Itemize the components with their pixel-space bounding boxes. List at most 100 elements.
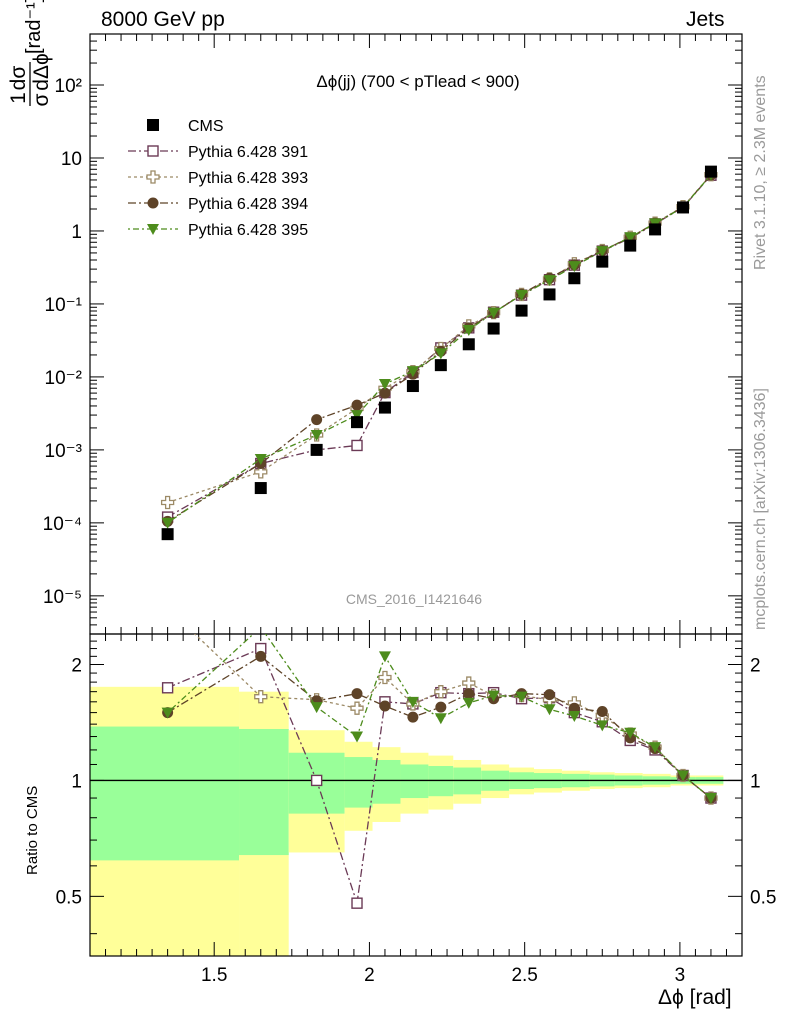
pythia-391-ratio-point <box>161 682 174 694</box>
pythia-395-point <box>543 275 556 287</box>
pythia-393-ratio-point <box>350 701 364 715</box>
legend-marker <box>147 197 159 209</box>
pythia-395-ratio-point <box>487 690 500 702</box>
pythia-395-ratio-point <box>434 713 447 725</box>
uncertainty-band-inner <box>428 766 454 797</box>
y-tick-label: 10⁻⁴ <box>43 514 82 535</box>
pythia-394-ratio-point <box>379 700 391 712</box>
cms-point <box>462 338 475 351</box>
pythia-393-point <box>254 465 268 479</box>
ratio-y-axis-label: Ratio to CMS <box>24 785 41 875</box>
pythia-394-ratio-point <box>596 705 608 717</box>
pythia-395-point <box>351 410 364 422</box>
pythia-395-ratio-line <box>167 634 712 799</box>
process-label: Jets <box>686 8 725 31</box>
pythia-395-line <box>167 174 712 524</box>
ratio-y-tick-label-right: 0.5 <box>750 887 776 908</box>
pythia-395-point <box>434 348 447 360</box>
x-tick-label: 2.5 <box>511 965 537 986</box>
cms-point <box>543 288 556 301</box>
ratio-y-tick-label-right: 1 <box>750 771 761 792</box>
cms-point <box>254 482 267 495</box>
cms-point <box>161 528 174 541</box>
pythia-393-ratio-point <box>434 685 448 699</box>
y-tick-label: 10⁻⁵ <box>43 587 82 608</box>
cms-point <box>487 322 500 335</box>
ratio-y-tick-label: 0.5 <box>56 887 82 908</box>
pythia-395-ratio-point <box>704 793 717 805</box>
pythia-395-point <box>254 454 267 466</box>
y-tick-label: 10² <box>55 76 82 97</box>
pythia-395-point <box>487 307 500 319</box>
pythia-391-ratio-point <box>310 774 323 787</box>
cms-point <box>310 443 323 456</box>
legend-label: Pythia 6.428 395 <box>188 222 308 239</box>
ylabel-unit: [rad⁻¹] <box>23 0 45 54</box>
cms-point <box>649 223 662 236</box>
pythia-395-point <box>462 324 475 336</box>
x-axis-label: Δϕ [rad] <box>658 986 732 1009</box>
pythia-395-ratio-point <box>378 651 391 663</box>
legend-label: Pythia 6.428 394 <box>188 196 308 213</box>
pythia-395-ratio-point <box>624 727 637 739</box>
cms-point <box>434 359 447 372</box>
ylabel-denominator: dΔϕ <box>30 53 53 90</box>
mcplots-label: mcplots.cern.ch [arXiv:1306.3436] <box>752 388 769 630</box>
pythia-394-ratio-point <box>568 702 580 714</box>
uncertainty-band-inner <box>90 726 240 861</box>
pythia-393-ratio-point <box>462 676 476 690</box>
pythia-393-ratio-point <box>162 602 174 614</box>
ratio-data <box>161 602 718 909</box>
ratio-y-tick-label: 2 <box>71 655 82 676</box>
y-tick-label: 10 <box>61 149 82 170</box>
pythia-395-point <box>310 429 323 441</box>
legend-label: CMS <box>188 118 224 135</box>
watermark: CMS_2016_I1421646 <box>346 591 482 607</box>
legend: CMS Pythia 6.428 391 Pythia 6.428 393 Pythi… <box>128 118 308 239</box>
cms-point <box>704 165 717 178</box>
plot-title: Δϕ(jj) (700 < pTlead < 900) <box>316 72 519 91</box>
pythia-395-ratio-point <box>596 720 609 732</box>
pythia-394-ratio-line <box>167 655 712 799</box>
ylabel-den-sigma: σ <box>30 93 53 106</box>
ratio-y-tick-label-right: 2 <box>750 655 761 676</box>
legend-marker <box>147 145 159 157</box>
pythia-393-ratio-point <box>378 670 392 685</box>
pythia-395-ratio-point <box>310 702 323 714</box>
pythia-394-ratio-point <box>435 701 447 713</box>
pythia-394-ratio-point <box>255 650 267 662</box>
pythia-394-ratio-point <box>544 689 556 701</box>
pythia-395-point <box>161 517 174 529</box>
pythia-395-point <box>378 378 391 390</box>
pythia-394-point <box>311 414 323 426</box>
pythia-395-point <box>515 289 528 301</box>
cms-point <box>568 272 581 285</box>
cms-point <box>406 380 419 393</box>
pythia-394-ratio-point <box>351 688 363 700</box>
pythia-395-ratio-point <box>543 704 556 716</box>
uncertainty-band-inner <box>239 728 289 856</box>
pythia-391-ratio-point <box>351 897 363 909</box>
pythia-394-point <box>379 387 391 399</box>
pythia-393-ratio-line <box>193 634 712 799</box>
pythia-395-ratio-point <box>649 742 662 754</box>
cms-point <box>515 304 528 317</box>
pythia-395-ratio-point <box>677 770 690 782</box>
pythia-394-ratio-point <box>463 688 475 700</box>
uncertainty-band-inner <box>400 764 429 799</box>
y-tick-label: 10⁻² <box>45 368 83 389</box>
pythia-395-point <box>624 232 637 244</box>
pythia-394-ratio-point <box>407 711 419 723</box>
pythia-395-ratio-point <box>351 731 364 743</box>
legend-label: Pythia 6.428 393 <box>188 170 308 187</box>
x-tick-label: 3 <box>675 965 686 986</box>
pythia-395-point <box>596 246 609 258</box>
pythia-391-point <box>351 439 363 452</box>
cms-point <box>624 239 637 252</box>
uncertainty-band-inner <box>372 759 401 804</box>
y-tick-label: 10⁻¹ <box>45 295 83 316</box>
pythia-395-ratio-point <box>406 696 419 708</box>
pythia-395-ratio-point <box>161 707 174 719</box>
